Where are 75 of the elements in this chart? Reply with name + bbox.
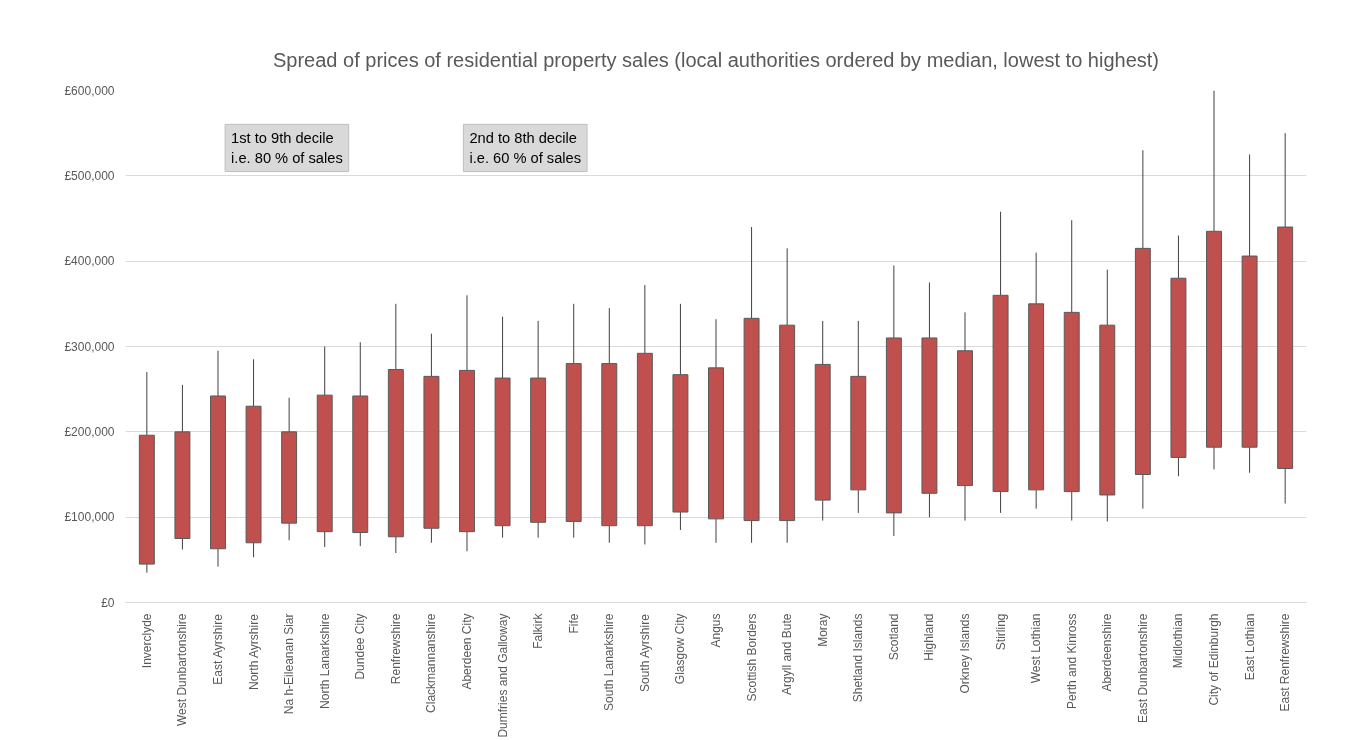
x-tick-label: East Dunbartonshire (1135, 613, 1150, 723)
candlestick (779, 247, 796, 544)
candlestick (708, 318, 724, 544)
candlestick (245, 358, 262, 558)
x-tick-label: Fife (566, 613, 581, 634)
x-tick-label: Aberdeenshire (1100, 613, 1115, 692)
candlestick (1277, 132, 1294, 505)
candlestick (1170, 235, 1187, 477)
x-tick-label: Argyll and Bute (780, 613, 795, 695)
y-tick-label: £0 (101, 595, 115, 610)
candlestick (992, 211, 1009, 514)
candlestick (601, 307, 618, 544)
candlestick (672, 303, 689, 531)
x-tick-label: Na h-Eileanan Siar (282, 613, 297, 715)
candlestick (1099, 269, 1116, 522)
x-tick-label: Midlothian (1171, 613, 1186, 669)
y-tick-label: £600,000 (64, 83, 115, 98)
y-tick-label: £500,000 (64, 168, 115, 183)
candlestick (387, 303, 404, 554)
x-tick-label: Falkirk (531, 612, 546, 649)
candlestick (1134, 149, 1151, 510)
x-tick-label: Dumfries and Galloway (495, 613, 510, 738)
x-tick-label: East Lothian (1242, 613, 1257, 681)
candlestick (1063, 219, 1080, 522)
x-tick-label: North Ayrshire (246, 613, 261, 690)
candlestick (1028, 252, 1045, 510)
candlestick (352, 341, 369, 547)
x-tick-label: Renfrewshire (388, 613, 403, 685)
x-tick-label: Stirling (993, 613, 1008, 651)
x-tick-label: Dundee City (353, 613, 368, 680)
annotation: 1st to 9th decile i.e. 80 % of sales (231, 130, 343, 166)
x-tick-label: Inverclyde (139, 613, 154, 669)
x-tick-label: City of Edinburgh (1207, 613, 1222, 706)
candlestick (885, 264, 902, 537)
y-tick-label: £300,000 (64, 339, 115, 354)
candlestick (174, 384, 191, 551)
x-tick-label: East Ayrshire (210, 613, 225, 685)
y-tick-label: £400,000 (64, 254, 115, 269)
candlestick (459, 294, 475, 552)
x-tick-label: Scotland (886, 613, 901, 661)
candlestick (281, 397, 298, 541)
candlestick (210, 350, 226, 568)
y-tick-label: £200,000 (64, 424, 115, 439)
x-tick-label: Shetland Islands (851, 613, 866, 703)
x-tick-label: West Lothian (1029, 613, 1044, 684)
x-tick-label: Perth and Kinross (1064, 613, 1079, 709)
x-tick-label: Orkney Islands (958, 613, 973, 694)
candlestick (1206, 90, 1222, 470)
candlestick (316, 346, 333, 548)
candlestick (921, 282, 938, 518)
x-tick-label: South Ayrshire (637, 613, 652, 692)
candlestick (957, 311, 973, 522)
x-tick-label: Highland (922, 613, 937, 661)
x-tick-label: North Lanarkshire (317, 613, 332, 709)
x-tick-label: Aberdeen City (459, 613, 474, 690)
candlestick (743, 226, 760, 544)
x-tick-label: Clackmannanshire (424, 613, 439, 713)
candlestick (530, 320, 547, 539)
candlestick (423, 333, 440, 544)
x-tick-label: Scottish Borders (744, 613, 759, 702)
x-tick-label: Moray (815, 613, 830, 647)
x-tick-label: West Dunbartonshire (175, 613, 190, 726)
x-tick-label: Glasgow City (673, 613, 688, 685)
x-tick-label: South Lanarkshire (602, 613, 617, 711)
chart-title: Spread of prices of residential property sales (local authorities ordered by median, lowest to highest) (272, 48, 1160, 71)
candlestick (814, 320, 831, 522)
candlestick (565, 303, 582, 539)
y-tick-label: £100,000 (64, 510, 115, 525)
candlestick (1241, 154, 1258, 474)
x-tick-label: East Renfrewshire (1278, 613, 1293, 712)
candlestick (494, 316, 511, 539)
candlestick (636, 284, 653, 545)
x-tick-label: Angus (709, 613, 723, 648)
annotation: 2nd to 8th decile i.e. 60 % of sales (469, 130, 582, 166)
candlestick (850, 320, 867, 514)
